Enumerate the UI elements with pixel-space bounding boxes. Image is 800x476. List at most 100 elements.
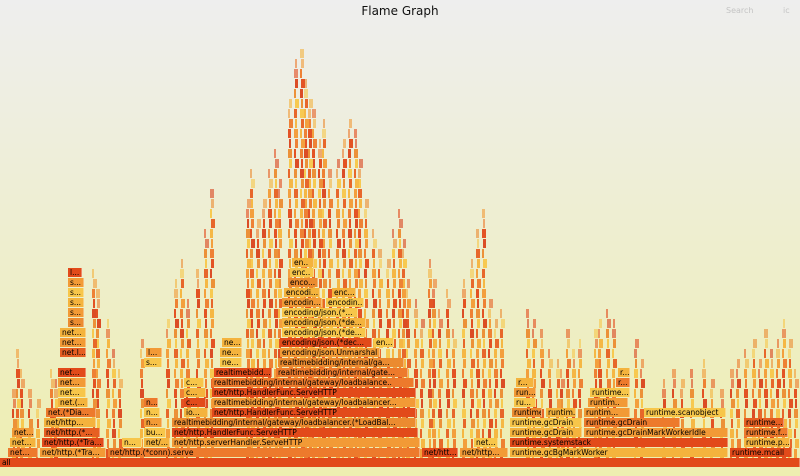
flame-spike-frame[interactable]	[319, 159, 322, 168]
flame-spike-frame[interactable]	[322, 129, 326, 138]
flame-spike-frame[interactable]	[489, 379, 491, 388]
flame-spike-frame[interactable]	[337, 219, 340, 228]
flame-spike-frame[interactable]	[613, 359, 617, 368]
flame-spike-frame[interactable]	[211, 359, 213, 368]
flame-spike-frame[interactable]	[355, 239, 359, 248]
flame-spike-frame[interactable]	[730, 369, 734, 378]
flame-spike-frame[interactable]	[703, 399, 707, 408]
flame-spike-frame[interactable]	[97, 379, 101, 388]
flame-spike-frame[interactable]	[274, 329, 276, 338]
flame-spike-frame[interactable]	[305, 79, 307, 88]
flame-spike-frame[interactable]	[438, 389, 441, 398]
flame-spike-frame[interactable]	[257, 359, 259, 368]
flame-spike-frame[interactable]	[354, 249, 357, 258]
flame-spike-frame[interactable]	[93, 319, 96, 328]
flame-spike-frame[interactable]	[470, 369, 473, 378]
flame-spike-frame[interactable]	[556, 369, 560, 378]
flame-frame[interactable]: encoding/json.(*de...	[282, 328, 366, 337]
flame-spike-frame[interactable]	[399, 239, 401, 248]
flame-spike-frame[interactable]	[294, 189, 298, 198]
flame-spike-frame[interactable]	[106, 349, 108, 358]
flame-spike-frame[interactable]	[256, 349, 259, 358]
flame-frame[interactable]: io...	[184, 408, 208, 417]
flame-spike-frame[interactable]	[483, 239, 486, 248]
flame-spike-frame[interactable]	[119, 439, 123, 448]
flame-spike-frame[interactable]	[407, 319, 409, 328]
flame-spike-frame[interactable]	[386, 269, 389, 278]
flame-spike-frame[interactable]	[289, 139, 291, 148]
flame-spike-frame[interactable]	[453, 399, 457, 408]
flame-spike-frame[interactable]	[470, 289, 472, 298]
flame-spike-frame[interactable]	[166, 349, 169, 358]
flame-spike-frame[interactable]	[305, 239, 309, 248]
flame-spike-frame[interactable]	[737, 419, 740, 428]
flame-spike-frame[interactable]	[420, 329, 423, 338]
flame-spike-frame[interactable]	[319, 239, 323, 248]
flame-spike-frame[interactable]	[167, 419, 169, 428]
flame-spike-frame[interactable]	[295, 59, 297, 68]
flame-spike-frame[interactable]	[197, 319, 201, 328]
flame-spike-frame[interactable]	[452, 369, 456, 378]
flame-spike-frame[interactable]	[788, 389, 790, 398]
flame-spike-frame[interactable]	[343, 179, 345, 188]
flame-frame[interactable]: realtimebidding/internal/gateway/loadbal…	[172, 418, 416, 427]
flame-spike-frame[interactable]	[257, 319, 260, 328]
flame-spike-frame[interactable]	[318, 269, 322, 278]
flame-spike-frame[interactable]	[354, 169, 356, 178]
flame-spike-frame[interactable]	[432, 349, 435, 358]
flame-spike-frame[interactable]	[305, 99, 308, 108]
flame-frame[interactable]: bu...	[144, 428, 166, 437]
flame-spike-frame[interactable]	[106, 429, 109, 438]
flame-spike-frame[interactable]	[453, 359, 455, 368]
flame-spike-frame[interactable]	[500, 429, 502, 438]
flame-frame[interactable]: runtime.gcDrainMarkWorkerIdle	[584, 428, 728, 437]
flame-spike-frame[interactable]	[794, 449, 797, 458]
flame-spike-frame[interactable]	[432, 429, 436, 438]
flame-spike-frame[interactable]	[269, 339, 272, 348]
flame-spike-frame[interactable]	[196, 289, 200, 298]
flame-spike-frame[interactable]	[702, 369, 706, 378]
flame-spike-frame[interactable]	[635, 399, 639, 408]
flame-frame[interactable]: r...	[618, 368, 630, 377]
flame-spike-frame[interactable]	[323, 279, 327, 288]
flame-spike-frame[interactable]	[526, 309, 529, 318]
flame-spike-frame[interactable]	[407, 339, 410, 348]
flame-spike-frame[interactable]	[764, 329, 768, 338]
flame-spike-frame[interactable]	[36, 409, 39, 418]
flame-spike-frame[interactable]	[319, 179, 323, 188]
flame-spike-frame[interactable]	[540, 329, 543, 338]
flame-spike-frame[interactable]	[640, 369, 642, 378]
flame-spike-frame[interactable]	[268, 269, 272, 278]
flame-spike-frame[interactable]	[447, 359, 451, 368]
flame-spike-frame[interactable]	[180, 269, 184, 278]
flame-spike-frame[interactable]	[355, 259, 357, 268]
flame-spike-frame[interactable]	[180, 389, 184, 398]
flame-spike-frame[interactable]	[378, 289, 381, 298]
flame-spike-frame[interactable]	[294, 89, 296, 98]
flame-spike-frame[interactable]	[50, 369, 52, 378]
flame-spike-frame[interactable]	[300, 109, 304, 118]
flame-spike-frame[interactable]	[744, 349, 746, 358]
flame-spike-frame[interactable]	[107, 379, 109, 388]
flame-spike-frame[interactable]	[731, 439, 734, 448]
flame-spike-frame[interactable]	[599, 379, 602, 388]
flame-spike-frame[interactable]	[471, 399, 474, 408]
flame-spike-frame[interactable]	[403, 279, 405, 288]
flame-spike-frame[interactable]	[794, 389, 797, 398]
flame-spike-frame[interactable]	[745, 379, 747, 388]
flame-spike-frame[interactable]	[495, 419, 497, 428]
flame-spike-frame[interactable]	[446, 389, 450, 398]
flame-spike-frame[interactable]	[415, 419, 417, 428]
flame-spike-frame[interactable]	[250, 329, 254, 338]
flame-spike-frame[interactable]	[495, 319, 498, 328]
flame-spike-frame[interactable]	[398, 209, 400, 218]
flame-spike-frame[interactable]	[294, 69, 298, 78]
flame-spike-frame[interactable]	[167, 379, 170, 388]
flame-spike-frame[interactable]	[483, 299, 486, 308]
flame-spike-frame[interactable]	[263, 259, 267, 268]
flame-spike-frame[interactable]	[251, 279, 254, 288]
flame-spike-frame[interactable]	[319, 219, 322, 228]
flame-frame[interactable]: net/http...	[460, 448, 508, 457]
flame-spike-frame[interactable]	[274, 169, 277, 178]
flame-frame[interactable]: c...	[184, 388, 206, 397]
